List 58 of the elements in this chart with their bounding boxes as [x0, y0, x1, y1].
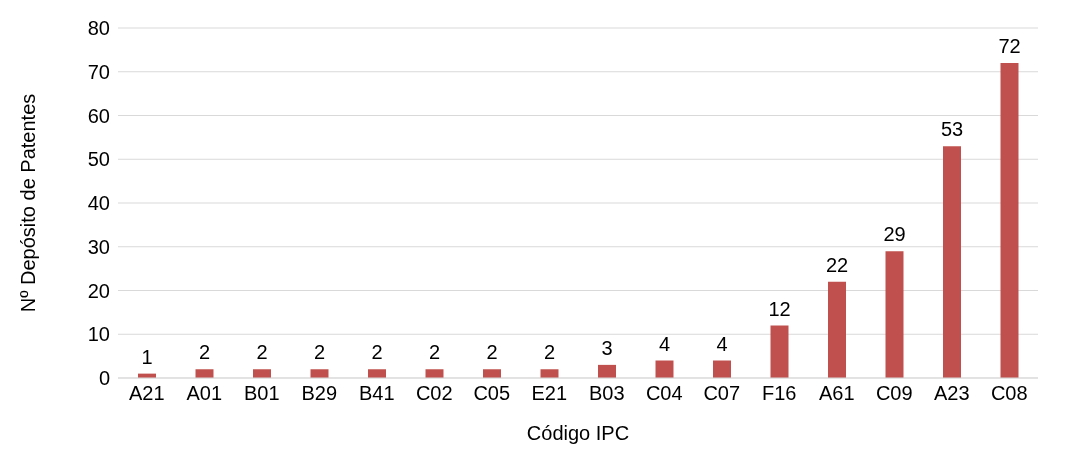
data-label: 72 [998, 35, 1021, 57]
x-tick-label: C02 [415, 382, 453, 405]
x-tick-label: A21 [128, 382, 165, 405]
x-tick-label: A61 [818, 382, 855, 405]
x-tick-label: C05 [473, 382, 511, 405]
bar [828, 281, 846, 378]
y-axis-title: Nº Depósito de Patentes [17, 93, 40, 313]
bar [770, 325, 789, 378]
x-tick-label: C04 [645, 382, 683, 405]
y-tick-label: 60 [87, 104, 110, 127]
data-label: 29 [883, 223, 906, 246]
data-label: 12 [768, 297, 791, 320]
data-label: 2 [198, 341, 211, 364]
y-tick-label: 10 [87, 323, 110, 346]
x-tick-label: C08 [990, 382, 1028, 405]
x-tick-label: B01 [243, 382, 280, 405]
data-label: 2 [428, 341, 441, 364]
y-tick-label: 40 [87, 192, 110, 215]
x-tick-label: B29 [301, 382, 338, 405]
y-tick-label: 80 [87, 17, 110, 40]
bar [540, 369, 559, 378]
bar [310, 369, 329, 378]
bar [655, 360, 674, 378]
y-tick-label: 30 [87, 235, 110, 258]
data-label: 2 [371, 341, 383, 364]
bar [368, 369, 386, 378]
data-label: 3 [601, 336, 613, 359]
data-label: 4 [658, 332, 671, 355]
x-axis-title: Código IPC [526, 422, 630, 444]
x-tick-label: B41 [358, 382, 395, 405]
bar [483, 369, 501, 378]
x-tick-label: C09 [875, 382, 913, 405]
bar [195, 369, 214, 378]
bar [1000, 63, 1019, 378]
bar [253, 369, 271, 378]
x-tick-label: A01 [186, 382, 223, 405]
x-tick-label: C07 [703, 382, 741, 405]
bar [598, 364, 616, 378]
data-label: 2 [313, 341, 326, 364]
bar [713, 360, 731, 378]
data-label: 53 [940, 118, 964, 141]
y-tick-label: 50 [87, 148, 110, 171]
data-label: 1 [141, 345, 153, 368]
y-tick-label: 20 [87, 279, 110, 302]
y-tick-label: 0 [98, 367, 110, 390]
bar [425, 369, 444, 378]
x-tick-label: B03 [588, 382, 625, 405]
data-label: 2 [256, 341, 268, 364]
x-tick-label: F16 [762, 382, 797, 405]
bar [943, 146, 961, 378]
data-label: 22 [825, 253, 849, 276]
bar [885, 251, 904, 378]
data-label: 2 [543, 341, 556, 364]
data-label: 2 [486, 341, 498, 364]
y-tick-label: 70 [87, 60, 110, 83]
x-tick-label: A23 [933, 382, 970, 405]
data-label: 4 [716, 332, 728, 355]
x-tick-label: E21 [531, 382, 568, 405]
